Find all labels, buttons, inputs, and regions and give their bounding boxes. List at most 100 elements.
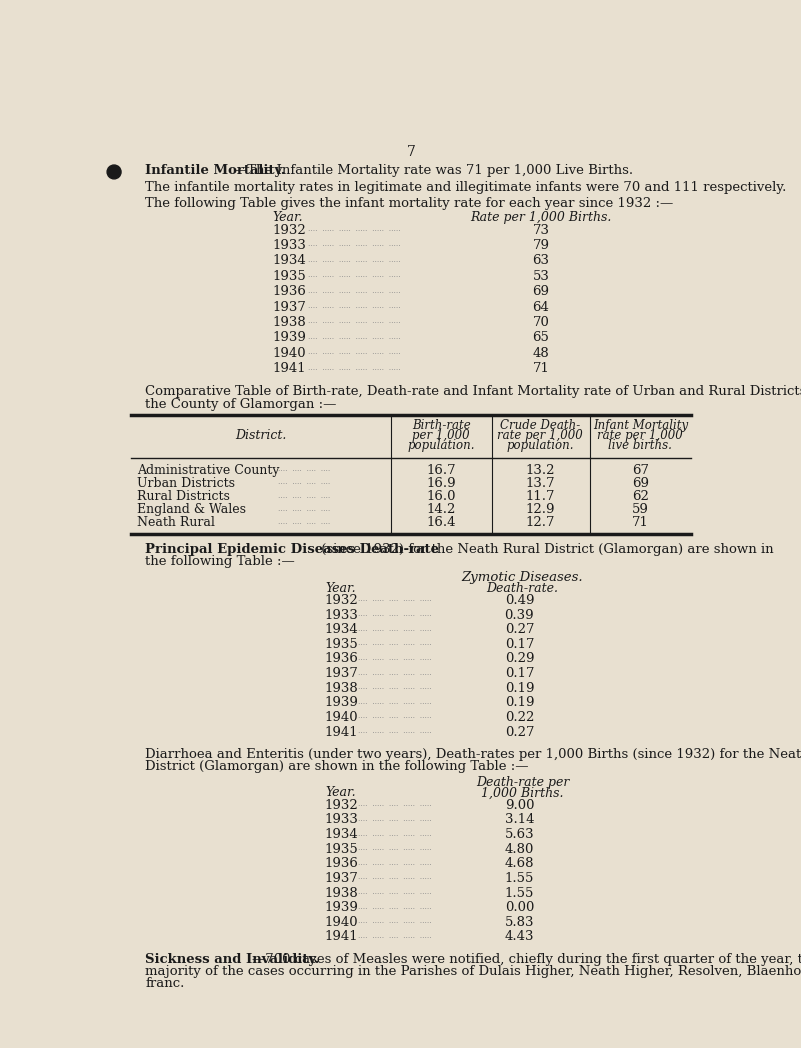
Text: 1939: 1939	[325, 696, 359, 709]
Text: Comparative Table of Birth-rate, Death-rate and Infant Mortality rate of Urban a: Comparative Table of Birth-rate, Death-r…	[145, 386, 801, 398]
Text: ....  .....  ....  .....  .....: .... ..... .... ..... .....	[358, 610, 432, 618]
Text: ....  .....  ....  .....  .....: .... ..... .... ..... .....	[358, 801, 432, 808]
Text: ....  .....  ....  .....  .....: .... ..... .... ..... .....	[358, 932, 432, 940]
Text: 1934: 1934	[325, 624, 359, 636]
Text: ....  .....  ....  .....  .....: .... ..... .... ..... .....	[358, 902, 432, 911]
Text: ....  .....  ....  .....  .....: .... ..... .... ..... .....	[358, 683, 432, 692]
Text: District (Glamorgan) are shown in the following Table :—: District (Glamorgan) are shown in the fo…	[145, 760, 529, 773]
Text: 4.80: 4.80	[505, 843, 534, 855]
Text: ....  .....  ....  .....  .....: .... ..... .... ..... .....	[358, 625, 432, 633]
Text: District.: District.	[235, 429, 286, 442]
Text: 7: 7	[406, 145, 416, 159]
Text: 1934: 1934	[325, 828, 359, 840]
Text: England & Wales: England & Wales	[137, 503, 247, 516]
Text: 65: 65	[533, 331, 549, 345]
Text: 0.39: 0.39	[505, 609, 534, 621]
Text: 1941: 1941	[272, 363, 306, 375]
Text: 1933: 1933	[325, 813, 359, 827]
Text: 14.2: 14.2	[426, 503, 456, 516]
Text: 0.19: 0.19	[505, 681, 534, 695]
Text: ....  .....  ....  .....  .....: .... ..... .... ..... .....	[358, 845, 432, 852]
Text: 69: 69	[632, 477, 649, 489]
Text: 16.4: 16.4	[426, 517, 456, 529]
Text: ....  ....  ....  ....: .... .... .... ....	[279, 518, 331, 526]
Text: 0.49: 0.49	[505, 594, 534, 607]
Text: ....  .....  .....  .....  .....  .....: .... ..... ..... ..... ..... .....	[308, 240, 400, 248]
Text: 1935: 1935	[325, 638, 359, 651]
Text: ....  ....  ....  ....: .... .... .... ....	[279, 465, 331, 474]
Text: ....  .....  ....  .....  .....: .... ..... .... ..... .....	[358, 595, 432, 604]
Text: 12.7: 12.7	[525, 517, 555, 529]
Text: 0.29: 0.29	[505, 653, 534, 665]
Text: 0.00: 0.00	[505, 901, 534, 914]
Text: population.: population.	[506, 439, 574, 452]
Text: Rate per 1,000 Births.: Rate per 1,000 Births.	[470, 212, 612, 224]
Text: 16.0: 16.0	[426, 490, 456, 503]
Text: 1932: 1932	[325, 799, 359, 812]
Text: 63: 63	[533, 255, 549, 267]
Text: 1932: 1932	[272, 223, 306, 237]
Text: Zymotic Diseases.: Zymotic Diseases.	[461, 571, 583, 584]
Text: 71: 71	[632, 517, 649, 529]
Text: The infantile mortality rates in legitimate and illegitimate infants were 70 and: The infantile mortality rates in legitim…	[145, 181, 787, 194]
Text: Neath Rural: Neath Rural	[137, 517, 215, 529]
Text: Diarrhoea and Enteritis (under two years), Death-rates per 1,000 Births (since 1: Diarrhoea and Enteritis (under two years…	[145, 748, 801, 761]
Text: 1941: 1941	[325, 725, 359, 739]
Text: 69: 69	[533, 285, 549, 298]
Text: ....  .....  ....  .....  .....: .... ..... .... ..... .....	[358, 917, 432, 925]
Text: Death-rate.: Death-rate.	[486, 582, 558, 594]
Text: 1941: 1941	[325, 931, 359, 943]
Text: 1938: 1938	[325, 887, 359, 899]
Text: 64: 64	[533, 301, 549, 313]
Text: Year.: Year.	[325, 786, 356, 800]
Text: 9.00: 9.00	[505, 799, 534, 812]
Text: 0.19: 0.19	[505, 696, 534, 709]
Text: population.: population.	[408, 439, 475, 452]
Text: ....  .....  .....  .....  .....  .....: .... ..... ..... ..... ..... .....	[308, 333, 400, 341]
Text: 59: 59	[632, 503, 649, 516]
Text: ....  .....  ....  .....  .....: .... ..... .... ..... .....	[358, 888, 432, 896]
Text: 1940: 1940	[325, 711, 359, 724]
Text: 5.63: 5.63	[505, 828, 534, 840]
Text: ....  .....  ....  .....  .....: .... ..... .... ..... .....	[358, 858, 432, 867]
Text: 71: 71	[533, 363, 549, 375]
Text: 53: 53	[533, 269, 549, 283]
Text: rate per 1,000: rate per 1,000	[598, 429, 683, 442]
Text: per 1,000: per 1,000	[413, 429, 470, 442]
Circle shape	[107, 165, 121, 179]
Text: ....  .....  ....  .....  .....: .... ..... .... ..... .....	[358, 873, 432, 881]
Text: Sickness and Invalidity.: Sickness and Invalidity.	[145, 953, 320, 966]
Text: Infant Mortality: Infant Mortality	[593, 419, 688, 432]
Text: the County of Glamorgan :—: the County of Glamorgan :—	[145, 397, 336, 411]
Text: 0.17: 0.17	[505, 638, 534, 651]
Text: 16.9: 16.9	[426, 477, 456, 489]
Text: 1935: 1935	[325, 843, 359, 855]
Text: ....  .....  ....  .....  .....: .... ..... .... ..... .....	[358, 669, 432, 677]
Text: ....  .....  ....  .....  .....: .... ..... .... ..... .....	[358, 698, 432, 706]
Text: The following Table gives the infant mortality rate for each year since 1932 :—: The following Table gives the infant mor…	[145, 197, 674, 210]
Text: ....  .....  .....  .....  .....  .....: .... ..... ..... ..... ..... .....	[308, 225, 400, 233]
Text: 62: 62	[632, 490, 649, 503]
Text: 1938: 1938	[272, 315, 306, 329]
Text: majority of the cases occurring in the Parishes of Dulais Higher, Neath Higher, : majority of the cases occurring in the P…	[145, 965, 801, 978]
Text: 5.83: 5.83	[505, 916, 534, 929]
Text: 73: 73	[533, 223, 549, 237]
Text: Birth-rate: Birth-rate	[412, 419, 470, 432]
Text: ....  .....  .....  .....  .....  .....: .... ..... ..... ..... ..... .....	[308, 318, 400, 326]
Text: 0.27: 0.27	[505, 624, 534, 636]
Text: ....  .....  .....  .....  .....  .....: .... ..... ..... ..... ..... .....	[308, 364, 400, 372]
Text: 1.55: 1.55	[505, 887, 534, 899]
Text: ....  .....  ....  .....  .....: .... ..... .... ..... .....	[358, 727, 432, 735]
Text: 0.17: 0.17	[505, 668, 534, 680]
Text: Year.: Year.	[325, 582, 356, 594]
Text: ....  .....  ....  .....  .....: .... ..... .... ..... .....	[358, 639, 432, 648]
Text: 1932: 1932	[325, 594, 359, 607]
Text: ....  .....  .....  .....  .....  .....: .... ..... ..... ..... ..... .....	[308, 256, 400, 264]
Text: 1934: 1934	[272, 255, 306, 267]
Text: 12.9: 12.9	[525, 503, 555, 516]
Text: 11.7: 11.7	[525, 490, 555, 503]
Text: ....  .....  ....  .....  .....: .... ..... .... ..... .....	[358, 654, 432, 662]
Text: 3.14: 3.14	[505, 813, 534, 827]
Text: 4.68: 4.68	[505, 857, 534, 870]
Text: Crude Death-: Crude Death-	[500, 419, 581, 432]
